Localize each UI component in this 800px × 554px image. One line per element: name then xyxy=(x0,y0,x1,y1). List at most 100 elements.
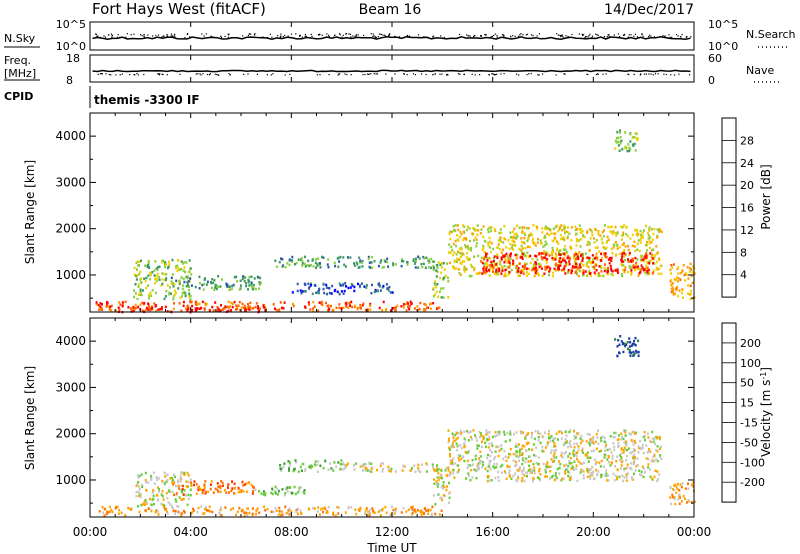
power-cell xyxy=(255,302,258,305)
velocity-cell xyxy=(173,493,175,496)
power-cell xyxy=(542,245,545,248)
velocity-cell xyxy=(653,475,656,478)
velocity-cell xyxy=(274,490,277,493)
power-cell xyxy=(231,305,234,309)
velocity-cell xyxy=(503,470,506,473)
velocity-cell xyxy=(347,506,350,510)
velocity-cell xyxy=(685,501,688,504)
velocity-cell xyxy=(466,459,469,463)
power-cell xyxy=(495,268,498,272)
velocity-cell xyxy=(205,490,208,494)
power-cell xyxy=(418,307,421,311)
power-cell xyxy=(597,272,600,275)
nave-point xyxy=(134,74,136,76)
nave-point xyxy=(639,74,641,76)
velocity-cell xyxy=(599,465,602,468)
power-cell xyxy=(509,257,512,261)
power-cell xyxy=(573,253,576,256)
nsearch-point xyxy=(432,36,434,38)
velocity-cell xyxy=(538,467,541,471)
nave-point xyxy=(256,73,258,75)
power-cell xyxy=(657,272,660,276)
power-cell xyxy=(140,281,142,284)
power-cell xyxy=(634,268,636,272)
velocity-cell xyxy=(497,454,500,458)
velocity-cell xyxy=(522,458,525,462)
velocity-cell xyxy=(459,433,462,436)
velocity-cell xyxy=(581,469,584,472)
velocity-cell xyxy=(431,505,434,509)
power-cell xyxy=(175,279,178,283)
velocity-cell xyxy=(437,472,440,475)
power-cell xyxy=(380,259,383,262)
velocity-cell xyxy=(676,482,679,486)
velocity-cell xyxy=(669,496,672,499)
power-cell xyxy=(669,268,672,272)
velocity-cell xyxy=(333,461,336,464)
velocity-cell xyxy=(629,354,632,357)
velocity-cell xyxy=(515,450,518,453)
power-cell xyxy=(459,251,461,255)
velocity-cell xyxy=(242,484,245,487)
power-cell xyxy=(626,234,629,238)
power-cell xyxy=(264,306,266,309)
velocity-cell xyxy=(263,505,266,508)
velocity-cell xyxy=(517,476,520,480)
nave-point xyxy=(375,73,377,75)
power-cell xyxy=(670,290,673,294)
power-cell xyxy=(634,265,637,269)
power-cell xyxy=(139,291,142,295)
velocity-cell xyxy=(180,471,183,474)
power-cell xyxy=(138,260,141,263)
power-cell xyxy=(570,239,573,242)
power-cell xyxy=(167,265,170,269)
velocity-cell xyxy=(467,431,470,434)
power-cell xyxy=(489,264,492,267)
power-cell xyxy=(570,271,573,275)
power-cell xyxy=(541,231,544,234)
velocity-cell xyxy=(456,471,459,474)
velocity-cell xyxy=(141,483,144,487)
power-cell xyxy=(157,308,160,311)
velocity-cell xyxy=(189,488,192,491)
velocity-cell xyxy=(300,469,303,472)
nsearch-point xyxy=(389,33,391,35)
velocity-cell xyxy=(536,476,539,479)
velocity-cell xyxy=(529,471,532,474)
power-cell xyxy=(492,247,495,251)
power-cell xyxy=(579,245,582,248)
power-cell xyxy=(645,266,648,270)
power-cell xyxy=(231,302,234,305)
power-cell xyxy=(390,309,392,312)
power-cell xyxy=(175,291,177,295)
power-cell xyxy=(312,265,315,268)
nave-point xyxy=(564,73,566,75)
power-cell xyxy=(617,140,620,144)
power-cell xyxy=(541,227,544,230)
velocity-cell xyxy=(575,464,578,467)
velocity-cell xyxy=(622,350,625,354)
velocity-cell xyxy=(237,490,240,494)
nsearch-point xyxy=(681,33,683,36)
power-cell xyxy=(558,251,560,255)
power-cell xyxy=(606,273,609,276)
power-cell xyxy=(679,278,682,281)
power-cell xyxy=(544,227,547,231)
velocity-cell xyxy=(451,432,454,435)
power-cell xyxy=(350,300,353,304)
power-cell xyxy=(649,259,652,262)
velocity-cell xyxy=(591,471,594,474)
nsearch-point xyxy=(480,35,482,37)
power-cell xyxy=(621,234,623,237)
power-cell xyxy=(500,240,503,243)
power-cell xyxy=(99,302,102,305)
velocity-cell xyxy=(631,354,634,357)
velocity-cell xyxy=(355,512,358,516)
velocity-cell xyxy=(316,463,319,467)
velocity-cell xyxy=(174,484,177,488)
velocity-cell xyxy=(457,456,460,460)
power-cell xyxy=(580,237,583,241)
velocity-cell xyxy=(649,475,652,479)
power-cell xyxy=(440,296,443,299)
